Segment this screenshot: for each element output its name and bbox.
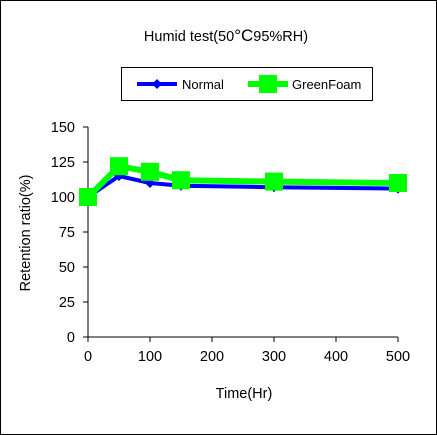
axes xyxy=(83,126,399,342)
x-axis-title: Time(Hr) xyxy=(216,386,273,402)
legend-label-normal: Normal xyxy=(182,77,224,92)
chart-title-prefix: Humid test(50 xyxy=(144,29,234,45)
x-tick-label: 500 xyxy=(386,349,410,365)
y-tick-label: 0 xyxy=(67,330,75,346)
data-point-greenfoam xyxy=(110,157,128,176)
x-tick-label: 200 xyxy=(200,349,224,365)
series-greenfoam xyxy=(79,157,407,206)
y-tick-label: 125 xyxy=(51,155,75,171)
y-axis-title: Retention ratio(%) xyxy=(18,175,34,292)
data-point-greenfoam xyxy=(79,188,97,206)
data-point-greenfoam xyxy=(172,171,190,190)
data-point-greenfoam xyxy=(141,162,159,181)
y-tick-label: 100 xyxy=(51,190,75,206)
data-point-greenfoam xyxy=(389,174,407,192)
x-tick-label: 100 xyxy=(138,349,162,365)
legend-label-greenfoam: GreenFoam xyxy=(292,77,361,92)
y-tick-label: 25 xyxy=(59,295,75,311)
x-tick-label: 400 xyxy=(324,349,348,365)
series-line-normal xyxy=(86,174,399,199)
y-tick-label: 75 xyxy=(59,225,75,241)
y-tick-label: 50 xyxy=(59,260,75,276)
x-tick-label: 0 xyxy=(84,349,92,365)
y-tick-labels: 0 25 50 75 100 125 150 xyxy=(51,120,75,346)
chart-title-degree: °C xyxy=(234,26,253,45)
legend: Normal GreenFoam xyxy=(121,67,373,101)
series-layer xyxy=(79,157,407,206)
legend-items: Normal GreenFoam xyxy=(137,75,361,93)
chart-title-suffix: 95%RH) xyxy=(253,29,308,45)
legend-marker-normal xyxy=(152,79,162,89)
legend-marker-greenfoam xyxy=(259,75,277,93)
x-tick-labels: 0 100 200 300 400 500 xyxy=(84,349,410,365)
chart-title: Humid test(50°C95%RH) xyxy=(144,26,308,45)
x-tick-label: 300 xyxy=(262,349,286,365)
y-tick-label: 150 xyxy=(51,120,75,136)
data-point-greenfoam xyxy=(265,172,283,191)
